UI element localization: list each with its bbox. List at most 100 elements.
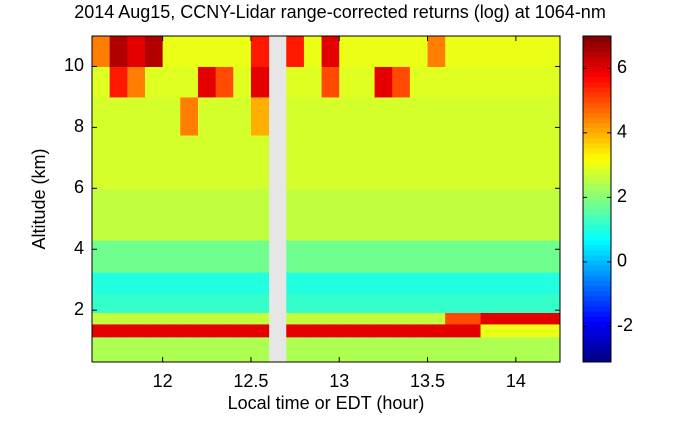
- heat-cell: [498, 135, 517, 189]
- heat-cell: [321, 135, 340, 189]
- colorbar-tick-label: -2: [617, 315, 633, 335]
- heat-cell: [197, 135, 217, 189]
- heat-cell: [498, 188, 517, 241]
- heat-cell: [339, 36, 358, 67]
- heat-cell: [180, 135, 199, 189]
- colorbar-step: [583, 178, 611, 185]
- heat-cell: [127, 293, 146, 313]
- heat-cell: [162, 323, 181, 338]
- heat-cell: [427, 188, 446, 241]
- heat-cell: [180, 293, 199, 313]
- colorbar-step: [583, 92, 611, 98]
- colorbar-step: [583, 239, 611, 246]
- heat-cell: [533, 96, 561, 136]
- heat-cell: [144, 240, 164, 273]
- heat-cell: [92, 135, 111, 189]
- heat-cell: [515, 312, 535, 325]
- heat-cell: [462, 188, 482, 241]
- heat-cell: [427, 293, 446, 313]
- heat-cell: [144, 188, 164, 241]
- heat-cell: [462, 336, 482, 363]
- heat-cell: [339, 323, 358, 338]
- heat-cell: [233, 66, 252, 98]
- heat-cell: [303, 188, 323, 241]
- heat-cell: [180, 272, 199, 294]
- heat-cell: [127, 36, 146, 67]
- heat-cell: [409, 66, 429, 98]
- heat-cell: [303, 336, 323, 363]
- heat-cell: [533, 66, 561, 98]
- colorbar-step: [583, 270, 611, 276]
- heat-cell: [339, 240, 358, 273]
- colorbar-step: [583, 148, 611, 154]
- colorbar-step: [583, 188, 611, 195]
- heat-cell: [109, 240, 128, 273]
- heat-cell: [533, 323, 561, 338]
- colorbar-step: [583, 336, 611, 343]
- heat-cell: [321, 336, 340, 363]
- colorbar-step: [583, 183, 611, 190]
- heat-cell: [427, 336, 446, 363]
- heat-cell: [515, 36, 535, 67]
- heat-cell: [144, 66, 164, 98]
- heat-cell: [162, 272, 181, 294]
- heat-cell: [144, 312, 164, 325]
- heat-cell: [92, 312, 111, 325]
- heat-cell: [356, 293, 376, 313]
- heat-cell: [445, 66, 464, 98]
- heat-cell: [286, 336, 305, 363]
- heat-cell: [409, 96, 429, 136]
- heat-cell: [374, 312, 393, 325]
- heat-cell: [515, 96, 535, 136]
- heat-cell: [339, 272, 358, 294]
- heat-cell: [498, 66, 517, 98]
- heat-cell: [409, 272, 429, 294]
- heat-cell: [162, 336, 181, 363]
- colorbar-step: [583, 275, 611, 281]
- heat-cell: [498, 336, 517, 363]
- heat-cell: [339, 135, 358, 189]
- heat-cell: [480, 96, 499, 136]
- heat-cell: [250, 188, 270, 241]
- heat-cell: [92, 96, 111, 136]
- colorbar-step: [583, 214, 611, 220]
- heat-cell: [533, 36, 561, 67]
- heat-cell: [197, 293, 217, 313]
- colorbar-step: [583, 193, 611, 200]
- heat-cell: [480, 135, 499, 189]
- heat-cell: [286, 312, 305, 325]
- heat-cell: [92, 336, 111, 363]
- heat-cell: [233, 96, 252, 136]
- heat-cell: [92, 240, 111, 273]
- heat-cell: [180, 188, 199, 241]
- heat-cell: [409, 240, 429, 273]
- heat-cell: [92, 188, 111, 241]
- heat-cell: [533, 240, 561, 273]
- colorbar-step: [583, 219, 611, 225]
- heat-cell: [250, 96, 270, 136]
- heat-cell: [515, 272, 535, 294]
- heat-cell: [144, 36, 164, 67]
- heat-cell: [162, 66, 181, 98]
- x-tick-label: 12: [153, 371, 173, 391]
- heat-cell: [250, 336, 270, 363]
- heat-cell: [480, 66, 499, 98]
- heat-cell: [339, 312, 358, 325]
- heat-cell: [392, 293, 411, 313]
- colorbar-step: [583, 300, 611, 307]
- heat-cell: [533, 188, 561, 241]
- heat-cell: [303, 36, 323, 67]
- heat-cell: [127, 188, 146, 241]
- heat-cell: [109, 96, 128, 136]
- heat-cell: [427, 323, 446, 338]
- heat-cell: [233, 293, 252, 313]
- colorbar-tick-label: 2: [617, 186, 627, 206]
- heat-cell: [180, 66, 199, 98]
- heat-cell: [109, 36, 128, 67]
- colorbar-step: [583, 61, 611, 68]
- colorbar-step: [583, 234, 611, 241]
- heat-cell: [286, 135, 305, 189]
- heat-cell: [250, 66, 270, 98]
- heat-cell: [515, 66, 535, 98]
- colorbar-step: [583, 153, 611, 159]
